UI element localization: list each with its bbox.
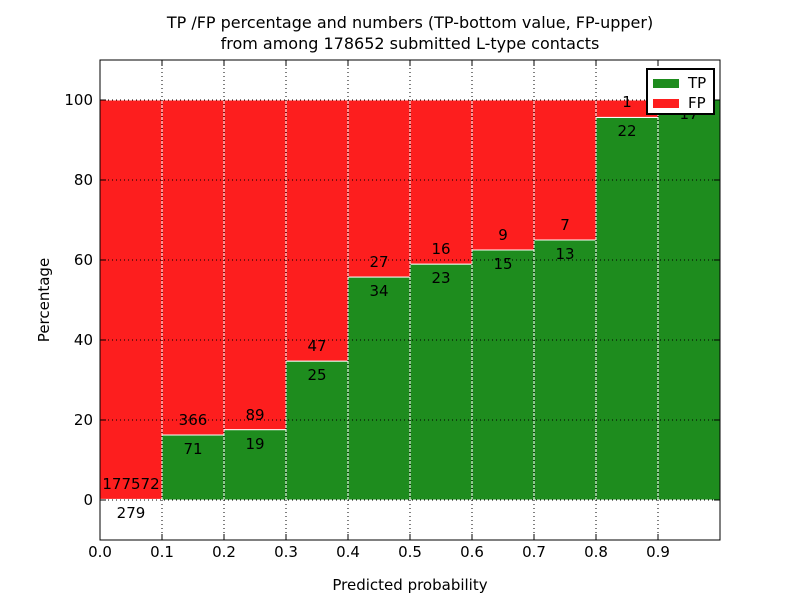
x-tick-label: 0.1	[150, 543, 174, 561]
chart-title: TP /FP percentage and numbers (TP-bottom…	[100, 12, 720, 54]
y-tick-label: 0	[83, 491, 93, 509]
x-tick-label: 0.9	[646, 543, 670, 561]
annotation-tp-count: 34	[369, 282, 389, 301]
y-tick-label: 100	[64, 91, 93, 109]
y-tick-label: 40	[73, 331, 93, 349]
annotation-tp-count: 71	[183, 440, 203, 458]
annotation-fp-count: 9	[498, 226, 508, 244]
x-tick-label: 0.5	[398, 543, 422, 561]
y-tick-label: 80	[73, 171, 93, 189]
annotation-fp-count: 177572	[102, 475, 160, 494]
annotation-tp-count: 23	[431, 269, 451, 288]
bar-tp-5	[409, 263, 473, 501]
annotation-fp-count: 366	[178, 411, 208, 429]
y-axis-label: Percentage	[35, 257, 53, 343]
y-tick-label: 20	[73, 411, 93, 429]
legend-row-fp: FP	[648, 93, 713, 113]
legend-row-tp: TP	[648, 73, 713, 93]
annotation-fp-count: 7	[560, 216, 570, 234]
annotation-fp-count: 27	[369, 253, 389, 272]
legend-label-fp: FP	[688, 94, 706, 112]
bar-fp-1	[161, 99, 225, 436]
x-tick-label: 0.2	[212, 543, 236, 561]
annotation-tp-count: 19	[245, 434, 265, 453]
x-tick-label: 0.0	[88, 543, 112, 561]
annotation-tp-count: 279	[116, 504, 146, 523]
bar-fp-2	[223, 99, 287, 431]
annotation-tp-count: 22	[617, 122, 637, 141]
bar-tp-9	[657, 99, 721, 501]
chart-title-line2: from among 178652 submitted L-type conta…	[220, 34, 600, 53]
annotation-fp-count: 1	[622, 93, 632, 112]
annotation-tp-count: 25	[307, 366, 327, 385]
x-tick-label: 0.6	[460, 543, 484, 561]
annotation-tp-count: 15	[493, 255, 513, 273]
x-tick-label: 0.4	[336, 543, 360, 561]
annotation-fp-count: 89	[245, 405, 265, 424]
chart-title-line1: TP /FP percentage and numbers (TP-bottom…	[166, 13, 654, 32]
bar-fp-5	[409, 99, 473, 265]
bar-tp-2	[223, 429, 287, 501]
annotation-fp-count: 47	[307, 337, 327, 356]
bar-fp-4	[347, 99, 411, 278]
x-tick-label: 0.7	[522, 543, 546, 561]
bar-fp-7	[533, 99, 597, 241]
legend-swatch-tp	[653, 78, 679, 88]
annotation-tp-count: 13	[555, 245, 575, 263]
bar-tp-7	[533, 239, 597, 501]
annotation-fp-count: 16	[431, 240, 451, 259]
x-tick-label: 0.8	[584, 543, 608, 561]
legend: TP FP	[646, 68, 715, 115]
bar-fp-0	[99, 99, 163, 500]
x-axis-label: Predicted probability	[332, 576, 488, 594]
bar-tp-8	[595, 116, 659, 501]
legend-label-tp: TP	[688, 74, 707, 92]
y-tick-label: 60	[73, 251, 93, 269]
x-tick-label: 0.3	[274, 543, 298, 561]
bar-fp-3	[285, 99, 349, 362]
legend-swatch-fp	[653, 98, 679, 108]
